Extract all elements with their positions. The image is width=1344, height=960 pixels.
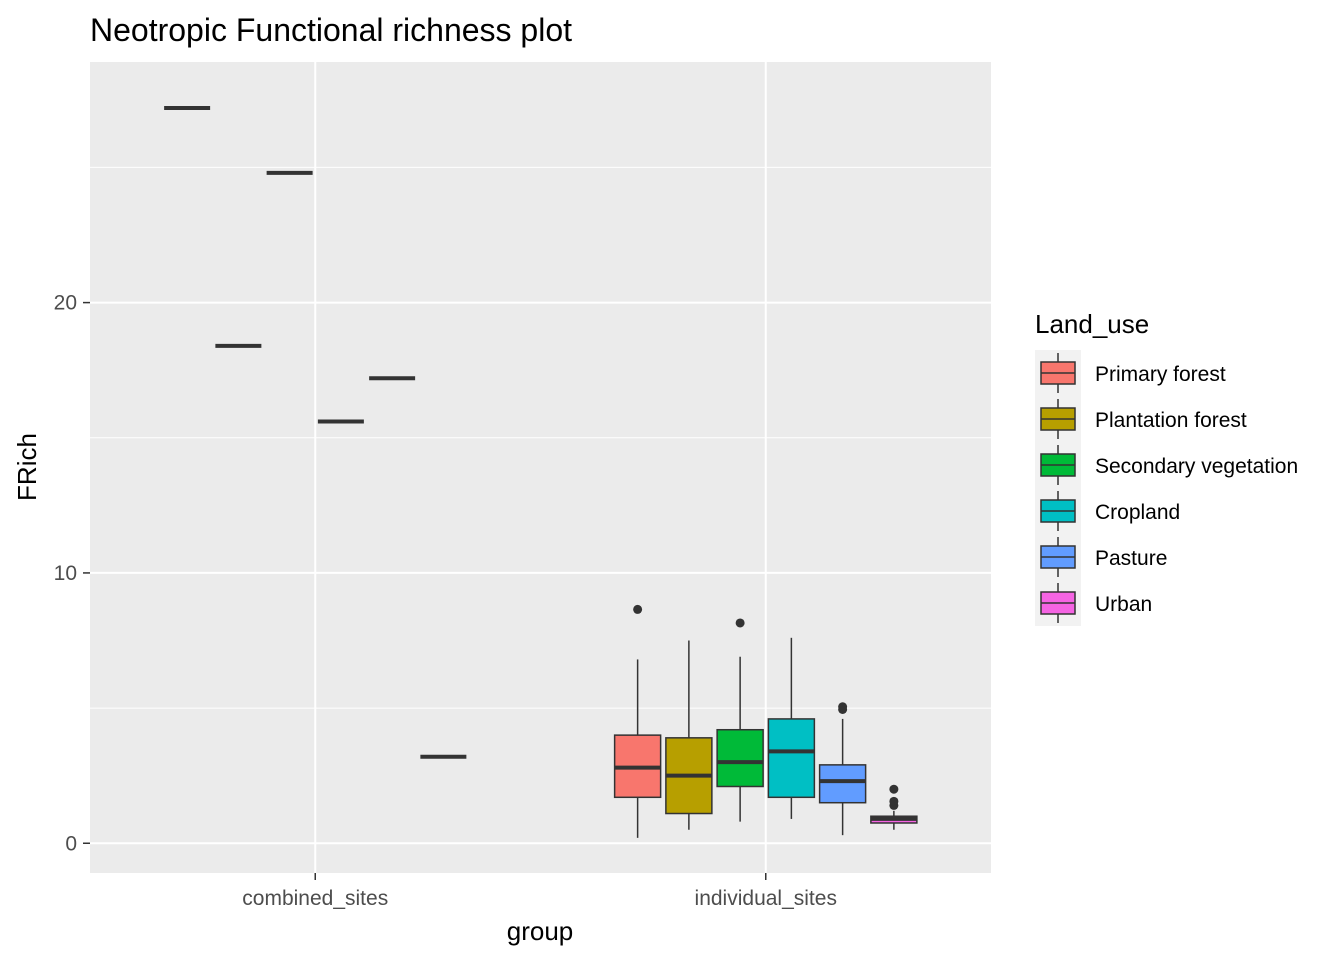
x-axis-title: group [507,916,574,946]
box-body [767,718,816,799]
x-axis: combined_sites individual_sites [242,873,837,910]
legend-label-pasture: Pasture [1095,547,1167,570]
box-plantation-forest [665,640,713,830]
legend-label-primary-forest: Primary forest [1095,363,1226,386]
y-tick-label: 10 [54,562,77,585]
legend-label-plantation-forest: Plantation forest [1095,409,1247,432]
outlier-point [889,796,899,806]
legend-key-pasture [1040,537,1076,577]
combined-sites-marks [164,105,467,759]
legend-key-cropland [1040,491,1076,531]
x-tick-label: individual_sites [695,887,837,910]
box-secondary-vegetation [716,618,764,822]
y-axis-title: FRich [12,433,42,501]
individual-sites-boxes [613,604,918,838]
legend-keys-background [1035,350,1081,626]
legend-label-cropland: Cropland [1095,501,1180,524]
y-axis: 0 10 20 [54,292,90,855]
legend-title: Land_use [1035,309,1149,339]
box-pasture [818,702,867,836]
box-body [818,764,867,804]
y-tick-label: 20 [54,292,77,315]
plot-panel [90,62,991,873]
x-tick-label: combined_sites [242,887,388,910]
legend: Land_use Primary forest Plantation forest… [1035,309,1298,626]
legend-key-plantation-forest [1040,399,1076,439]
legend-key-urban [1040,583,1076,623]
grid-major [90,62,991,873]
y-tick-label: 0 [65,832,77,855]
box-primary-forest [613,604,662,838]
chart-title: Neotropic Functional richness plot [90,12,572,48]
outlier-point [838,702,848,712]
outlier-point [633,604,643,614]
legend-key-primary-forest [1040,353,1076,393]
box-body [716,728,764,788]
outlier-point [735,618,745,628]
box-urban [870,784,918,830]
legend-label-urban: Urban [1095,593,1152,616]
box-cropland [767,637,816,819]
outlier-point [889,784,899,794]
legend-label-secondary-vegetation: Secondary vegetation [1095,455,1298,478]
legend-key-secondary-vegetation [1040,445,1076,485]
